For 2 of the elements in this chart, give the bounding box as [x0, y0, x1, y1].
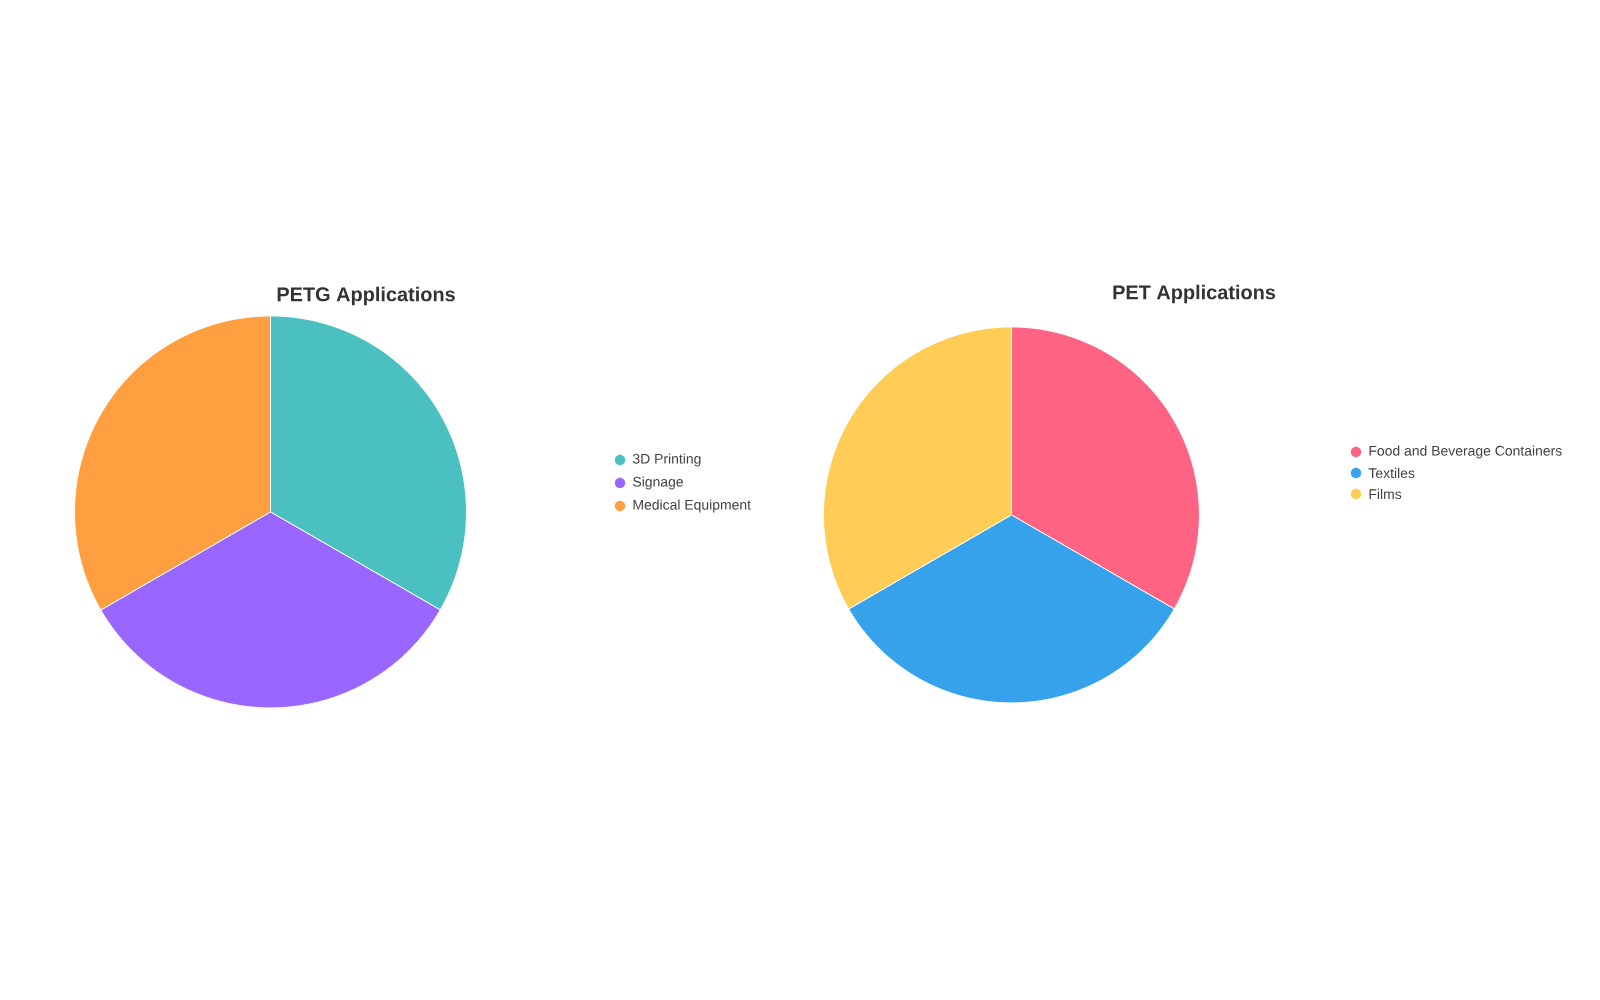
chart-title: PETG Applications — [277, 286, 455, 306]
chart-title: PET Applications — [1113, 284, 1276, 304]
